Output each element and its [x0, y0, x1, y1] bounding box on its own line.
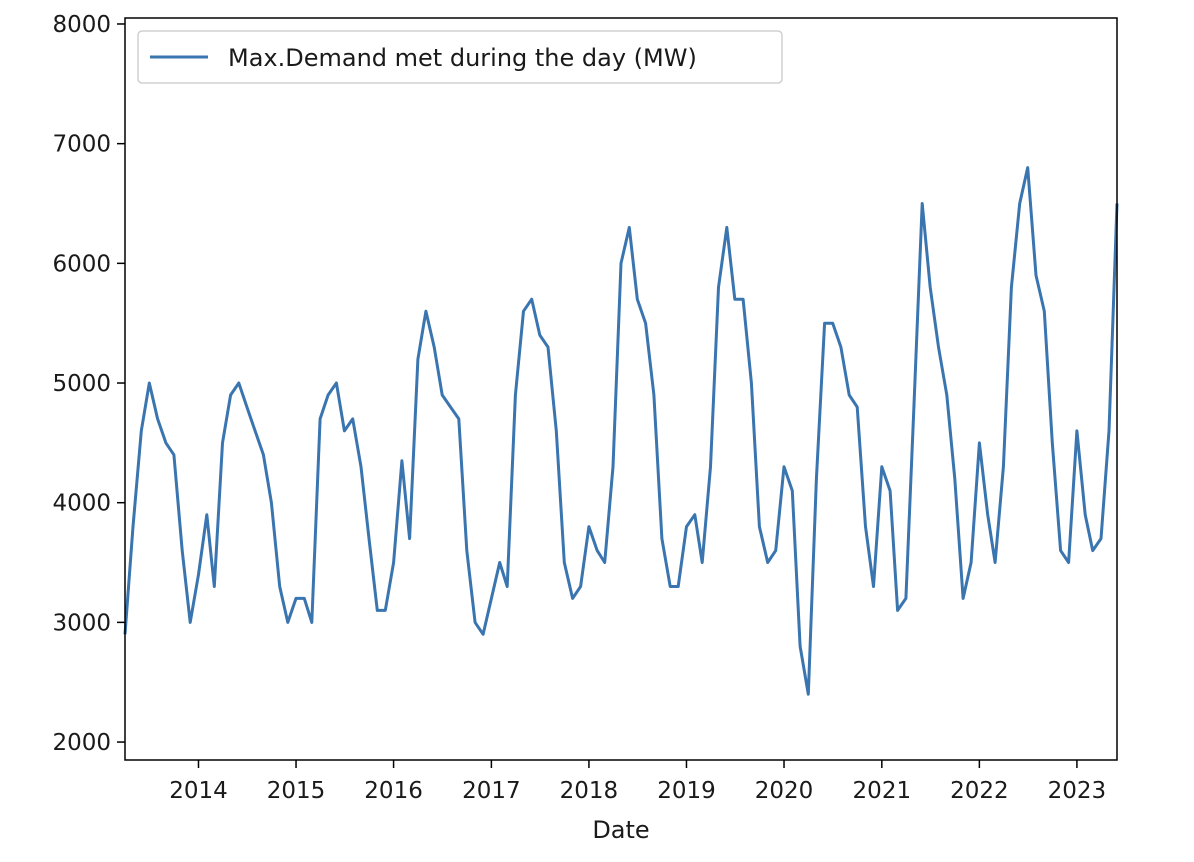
y-tick-label: 6000 [52, 251, 111, 277]
x-tick-label: 2021 [853, 778, 912, 804]
y-tick-label: 8000 [52, 12, 111, 38]
x-tick-label: 2016 [364, 778, 423, 804]
y-tick-label: 3000 [52, 610, 111, 636]
x-tick-label: 2018 [560, 778, 619, 804]
y-tick-label: 2000 [52, 730, 111, 756]
x-axis: 2014 2015 2016 2017 2018 2019 2020 2021 2022 2023 [169, 760, 1106, 804]
x-tick-label: 2014 [169, 778, 228, 804]
legend: Max.Demand met during the day (MW) [137, 30, 783, 84]
legend-box [137, 30, 783, 84]
x-tick-label: 2015 [267, 778, 326, 804]
x-tick-label: 2017 [462, 778, 521, 804]
plot-area [125, 18, 1117, 760]
y-tick-label: 4000 [52, 491, 111, 517]
x-axis-label: Date [592, 816, 649, 844]
legend-label: Max.Demand met during the day (MW) [228, 44, 697, 72]
y-tick-label: 5000 [52, 371, 111, 397]
series-line-max-demand [123, 166, 1119, 696]
x-tick-label: 2019 [657, 778, 716, 804]
y-tick-label: 7000 [52, 132, 111, 158]
y-axis: 2000 3000 4000 5000 6000 7000 8000 [52, 12, 125, 756]
plot-frame [124, 17, 1118, 761]
x-tick-label: 2023 [1048, 778, 1107, 804]
x-tick-label: 2022 [950, 778, 1009, 804]
x-tick-label: 2020 [755, 778, 814, 804]
